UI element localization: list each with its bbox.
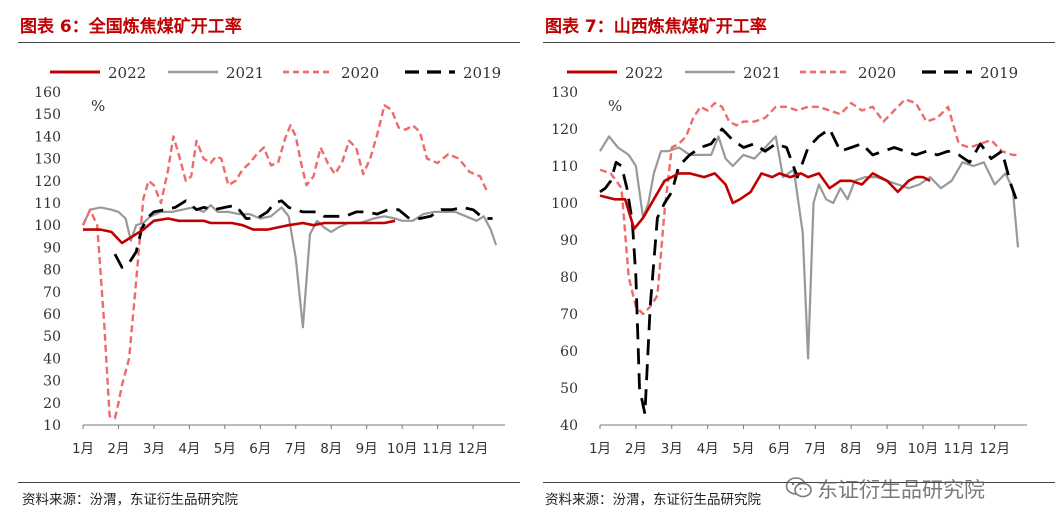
x-tick-label: 2月 [625,441,647,457]
x-tick-label: 5月 [732,441,754,457]
y-tick-label: 90 [560,233,578,249]
x-tick-label: 1月 [589,441,611,457]
watermark: 东证衍生品研究院 [785,474,1055,504]
y-tick-label: 80 [43,263,61,279]
source-rule [543,482,1055,483]
y-tick-label: 30 [43,374,61,390]
legend-label: 2020 [858,64,896,82]
x-tick-label: 1月 [72,441,94,457]
y-tick-label: 60 [43,307,61,323]
legend-item: 2020 [283,64,379,82]
legend-item: 2021 [168,64,264,82]
legend-item: 2021 [685,64,781,82]
y-tick-label: 140 [34,129,61,145]
x-tick-label: 7月 [285,441,307,457]
y-axis-unit: % [91,97,105,115]
x-tick-label: 5月 [214,441,236,457]
x-tick-label: 11月 [943,441,974,457]
y-tick-label: 70 [560,307,578,323]
series-line-2022 [599,172,931,231]
y-tick-label: 40 [560,418,578,434]
left-panel: 图表 6：全国炼焦煤矿开工率 2022 2021 2020 2019 10 20 30 40 5… [0,0,525,532]
watermark-text: 东证衍生品研究院 [817,478,985,502]
x-tick-label: 6月 [768,441,790,457]
shanxi-coking-coal-chart: 2022 2021 2020 2019 40 50 60 70 80 90 100 110 120 130… [551,64,1027,457]
y-tick-label: 20 [43,396,61,412]
y-tick-label: 110 [551,159,578,175]
source-rule [18,482,520,483]
x-tick-label: 4月 [178,441,200,457]
y-tick-label: 60 [560,344,578,360]
figure-title: 图表 7：山西炼焦煤矿开工率 [545,17,767,37]
x-tick-label: 11月 [422,441,453,457]
title-rule [543,42,1055,43]
y-axis-unit: % [608,97,622,115]
legend-label: 2022 [108,64,146,82]
source-note: 资料来源：汾渭，东证衍生品研究院 [545,492,761,508]
series-line-2020 [81,104,489,420]
legend-item: 2022 [567,64,663,82]
series-line-2021 [81,204,498,329]
y-tick-label: 120 [551,122,578,138]
legend-label: 2019 [980,64,1018,82]
y-tick-label: 40 [43,351,61,367]
legend-item: 2019 [922,64,1018,82]
series-line-2021 [599,135,1020,360]
y-tick-label: 100 [34,218,61,234]
y-tick-label: 80 [560,270,578,286]
y-tick-label: 120 [34,174,61,190]
wechat-logo-icon [785,477,812,498]
source-note: 资料来源：汾渭，东证衍生品研究院 [22,492,238,508]
figure-title: 图表 6：全国炼焦煤矿开工率 [20,17,242,37]
legend-label: 2021 [226,64,264,82]
y-tick-label: 70 [43,285,61,301]
y-tick-label: 160 [34,85,61,101]
x-tick-label: 2月 [107,441,129,457]
legend-label: 2019 [463,64,501,82]
series-line-2022 [83,217,396,245]
legend-label: 2022 [625,64,663,82]
x-tick-label: 9月 [356,441,378,457]
series-line-2019 [113,199,493,269]
title-rule [18,42,520,43]
x-tick-label: 9月 [876,441,898,457]
x-tick-label: 3月 [661,441,683,457]
series-line-2019 [599,127,1018,416]
y-tick-label: 110 [34,196,61,212]
x-tick-label: 10月 [387,441,418,457]
x-tick-label: 7月 [804,441,826,457]
y-tick-label: 50 [560,381,578,397]
x-tick-label: 8月 [320,441,342,457]
y-tick-label: 130 [551,85,578,101]
y-tick-label: 100 [551,196,578,212]
x-tick-label: 3月 [143,441,165,457]
legend-label: 2020 [341,64,379,82]
x-tick-label: 12月 [979,441,1010,457]
series-line-2020 [599,98,1020,316]
legend-item: 2020 [800,64,896,82]
legend-item: 2022 [50,64,146,82]
national-coking-coal-chart: 2022 2021 2020 2019 10 20 30 40 50 60 70 80 90 100 110… [34,64,505,457]
x-tick-label: 4月 [697,441,719,457]
y-tick-label: 150 [34,107,61,123]
x-tick-label: 12月 [458,441,489,457]
y-tick-label: 50 [43,329,61,345]
right-panel: 图表 7：山西炼焦煤矿开工率 2022 2021 2020 2019 40 50 60 70 8… [535,0,1060,532]
legend-label: 2021 [743,64,781,82]
x-tick-label: 8月 [840,441,862,457]
y-tick-label: 90 [43,240,61,256]
legend-item: 2019 [405,64,501,82]
y-tick-label: 10 [43,418,61,434]
x-tick-label: 10月 [908,441,939,457]
x-tick-label: 6月 [249,441,271,457]
y-tick-label: 130 [34,152,61,168]
